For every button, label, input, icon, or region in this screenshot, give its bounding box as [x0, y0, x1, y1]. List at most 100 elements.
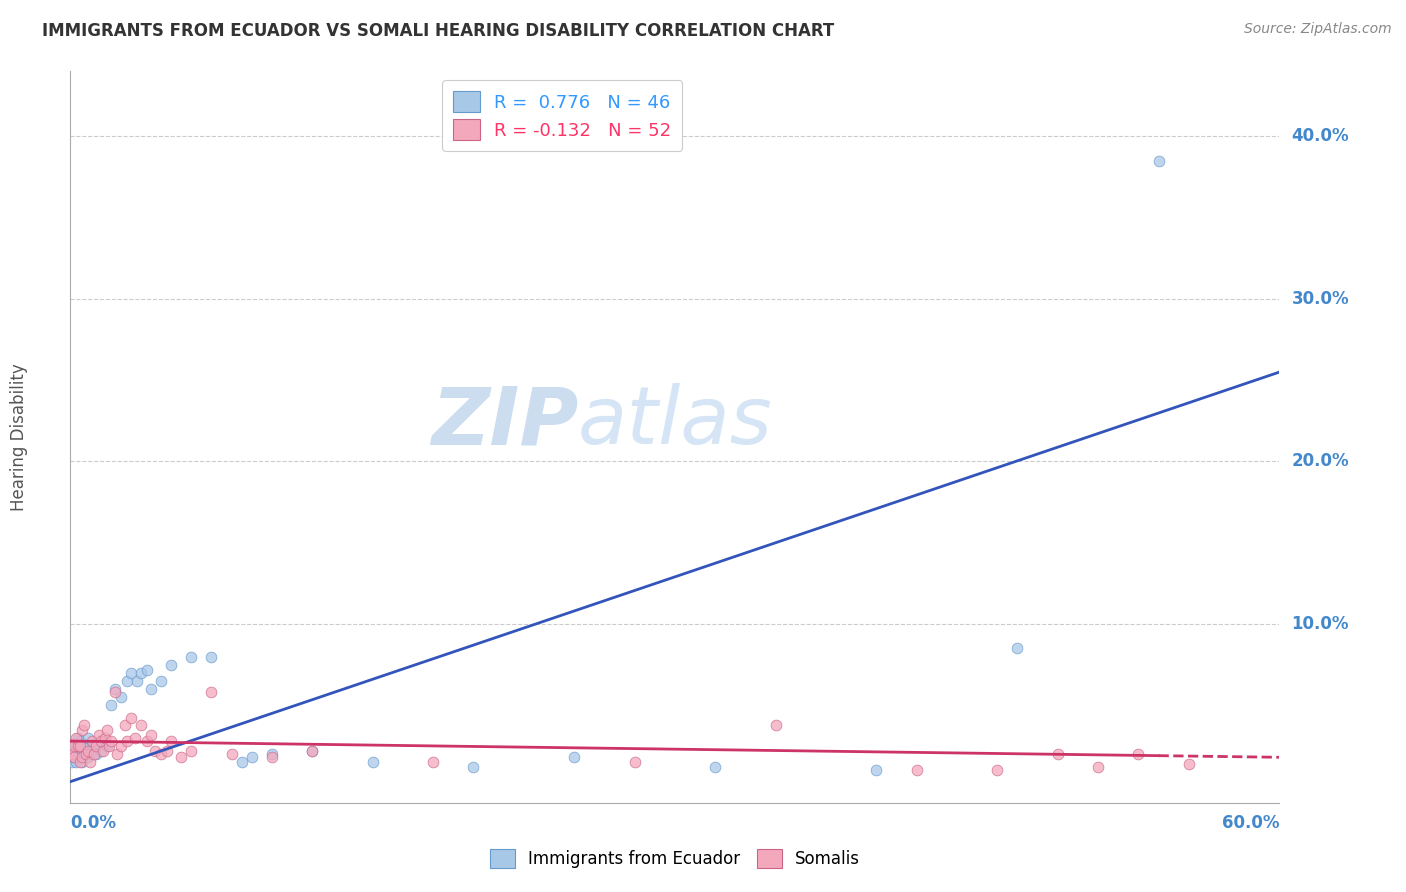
Point — [160, 657, 183, 672]
Point — [69, 739, 91, 753]
Point — [86, 739, 108, 753]
Point — [139, 727, 162, 741]
Text: atlas: atlas — [578, 384, 773, 461]
Point — [129, 665, 152, 680]
Point — [1147, 153, 1170, 168]
Point — [77, 744, 100, 758]
Point — [135, 663, 157, 677]
Point — [704, 760, 727, 774]
Point — [67, 731, 90, 745]
Point — [200, 649, 222, 664]
Point — [301, 744, 323, 758]
Point — [110, 690, 132, 705]
Point — [1007, 641, 1029, 656]
Point — [100, 734, 122, 748]
Point — [75, 747, 97, 761]
Point — [77, 750, 100, 764]
Point — [104, 685, 127, 699]
Point — [105, 747, 128, 761]
Point — [90, 744, 111, 758]
Point — [160, 734, 183, 748]
Point — [170, 750, 193, 764]
Point — [180, 649, 202, 664]
Point — [115, 734, 138, 748]
Text: ZIP: ZIP — [430, 384, 578, 461]
Legend: R =  0.776   N = 46, R = -0.132   N = 52: R = 0.776 N = 46, R = -0.132 N = 52 — [441, 80, 682, 151]
Point — [463, 760, 485, 774]
Point — [156, 744, 179, 758]
Point — [231, 755, 253, 769]
Point — [83, 747, 105, 761]
Legend: Immigrants from Ecuador, Somalis: Immigrants from Ecuador, Somalis — [484, 842, 866, 875]
Text: 30.0%: 30.0% — [1292, 290, 1350, 308]
Point — [260, 747, 283, 761]
Point — [73, 718, 96, 732]
Point — [1178, 756, 1201, 771]
Point — [90, 734, 111, 748]
Point — [93, 731, 115, 745]
Point — [96, 723, 118, 737]
Point — [69, 747, 91, 761]
Point — [63, 739, 86, 753]
Point — [82, 734, 104, 748]
Point — [97, 739, 120, 753]
Point — [562, 750, 585, 764]
Point — [96, 739, 118, 753]
Point — [260, 750, 283, 764]
Point — [1046, 747, 1069, 761]
Point — [865, 764, 887, 778]
Point — [60, 747, 83, 761]
Point — [1128, 747, 1150, 761]
Point — [60, 755, 83, 769]
Point — [67, 739, 90, 753]
Point — [422, 755, 444, 769]
Point — [986, 764, 1008, 778]
Point — [63, 744, 86, 758]
Point — [87, 727, 110, 741]
Point — [72, 723, 94, 737]
Point — [301, 744, 323, 758]
Text: Source: ZipAtlas.com: Source: ZipAtlas.com — [1244, 22, 1392, 37]
Point — [67, 750, 90, 764]
Point — [63, 750, 86, 764]
Point — [150, 673, 173, 688]
Point — [72, 755, 94, 769]
Point — [221, 747, 243, 761]
Point — [91, 744, 114, 758]
Point — [129, 718, 152, 732]
Point — [120, 665, 142, 680]
Point — [139, 681, 162, 696]
Point — [110, 739, 132, 753]
Point — [72, 739, 94, 753]
Point — [905, 764, 928, 778]
Point — [361, 755, 384, 769]
Point — [65, 731, 87, 745]
Text: IMMIGRANTS FROM ECUADOR VS SOMALI HEARING DISABILITY CORRELATION CHART: IMMIGRANTS FROM ECUADOR VS SOMALI HEARIN… — [42, 22, 834, 40]
Point — [77, 731, 100, 745]
Point — [65, 739, 87, 753]
Text: Hearing Disability: Hearing Disability — [10, 363, 28, 511]
Point — [150, 747, 173, 761]
Point — [79, 755, 101, 769]
Point — [72, 750, 94, 764]
Point — [69, 755, 91, 769]
Point — [114, 718, 136, 732]
Text: 40.0%: 40.0% — [1292, 128, 1350, 145]
Point — [200, 685, 222, 699]
Point — [240, 750, 263, 764]
Point — [180, 744, 202, 758]
Text: 60.0%: 60.0% — [1222, 814, 1279, 831]
Point — [143, 744, 166, 758]
Point — [124, 731, 146, 745]
Point — [65, 755, 87, 769]
Point — [82, 744, 104, 758]
Point — [104, 681, 127, 696]
Point — [100, 698, 122, 713]
Point — [1087, 760, 1109, 774]
Point — [623, 755, 645, 769]
Point — [125, 673, 148, 688]
Point — [73, 747, 96, 761]
Point — [91, 734, 114, 748]
Text: 10.0%: 10.0% — [1292, 615, 1348, 633]
Point — [79, 747, 101, 761]
